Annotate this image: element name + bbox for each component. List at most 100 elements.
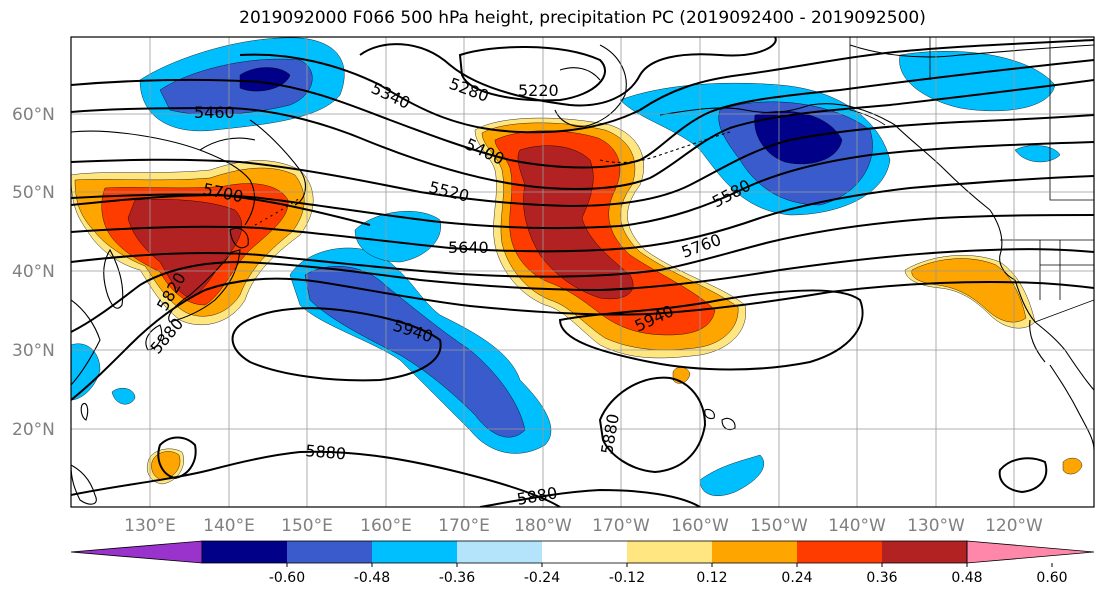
- colorbar-segment: [542, 541, 627, 563]
- coast-baja: [1029, 319, 1046, 363]
- latitude-labels: 60°N 50°N 40°N 30°N 20°N: [12, 105, 55, 440]
- contour-5520: [71, 114, 1094, 208]
- contour-label: 5640: [448, 238, 489, 257]
- contour-label: 5220: [518, 81, 559, 100]
- lon-label: 180°W: [514, 516, 572, 536]
- longitude-labels: 130°E 140°E 150°E 160°E 170°E 180°W 170°…: [124, 516, 1043, 536]
- colorbar-tick-label: 0.12: [696, 570, 727, 586]
- contour-5460: [71, 79, 1094, 190]
- coast-sea-of-okhotsk: [199, 137, 256, 151]
- lon-label: 120°W: [985, 516, 1043, 536]
- neg-region-alaska-north: [899, 51, 1056, 112]
- contour-5700: [71, 193, 371, 226]
- colorbar: [70, 540, 1095, 564]
- colorbar-segment: [712, 541, 797, 563]
- contour-5940-east: [558, 289, 864, 371]
- lat-label: 30°N: [12, 341, 55, 361]
- coast-china-east: [71, 299, 101, 386]
- colorbar-tick-label: 0.48: [951, 570, 982, 586]
- lon-label: 140°E: [203, 516, 255, 536]
- colorbar-segment: [797, 541, 882, 563]
- pos-region-baja-inner: [911, 258, 1027, 323]
- contour-5400: [71, 59, 1094, 169]
- coast-hawaii-1: [704, 408, 715, 420]
- contour-5340: [239, 39, 1094, 134]
- lon-label: 130°W: [907, 516, 965, 536]
- lon-label: 170°W: [592, 516, 650, 536]
- border-canada-prov: [1049, 37, 1094, 201]
- coast-korea: [103, 248, 124, 309]
- coast-philippines: [71, 464, 97, 505]
- height-contours: [71, 37, 1094, 507]
- border-us-mexico: [1034, 299, 1094, 323]
- precipitation-shading: [71, 37, 1061, 496]
- contour-5220: [458, 46, 606, 102]
- neg-region-hawaii-east: [699, 454, 765, 496]
- colorbar-tick-label: 0.36: [866, 570, 897, 586]
- lat-label: 40°N: [12, 262, 55, 282]
- colorbar-tick-labels: -0.60 -0.48 -0.36 -0.24 -0.12 0.12 0.24 0.36 0.4…: [269, 563, 1068, 586]
- coast-alaska-panhandle: [894, 124, 991, 211]
- border-alaska-canada: [849, 37, 886, 126]
- colorbar-tick-label: -0.48: [354, 570, 390, 586]
- contour-label: 5460: [194, 103, 235, 122]
- contour-5880-small-east: [998, 457, 1048, 494]
- lon-label: 170°E: [438, 516, 490, 536]
- colorbar-tick-label: 0.24: [781, 570, 812, 586]
- colorbar-tick-label: -0.36: [439, 570, 475, 586]
- colorbar-segment: [372, 541, 457, 563]
- contour-5640: [71, 175, 1094, 253]
- colorbar-frame: [201, 540, 968, 564]
- colorbar-tick-label: 0.60: [1036, 570, 1067, 586]
- contour-5880-small-west: [157, 436, 197, 480]
- contour-5580: [71, 141, 1094, 230]
- lat-label: 60°N: [12, 105, 55, 125]
- map-frame: [70, 36, 1095, 508]
- contour-5760: [71, 214, 1094, 278]
- neg-region-small-1: [111, 387, 136, 405]
- lon-label: 160°E: [360, 516, 412, 536]
- colorbar-tick-label: -0.60: [269, 570, 305, 586]
- map-title: 2019092000 F066 500 hPa height, precipit…: [239, 8, 926, 28]
- colorbar-segment: [882, 541, 967, 563]
- lon-label: 150°W: [750, 516, 808, 536]
- lon-label: 140°W: [828, 516, 886, 536]
- coast-bc: [989, 209, 1016, 281]
- neg-region-japan-south: [71, 343, 101, 401]
- colorbar-extend-low: [70, 540, 203, 564]
- contour-5280: [359, 37, 777, 107]
- contour-5940-west: [231, 307, 442, 382]
- contour-label: 5880: [305, 441, 347, 463]
- coast-taiwan: [80, 402, 89, 421]
- coast-kuril-islands: [254, 197, 301, 226]
- coast-hokkaido: [229, 227, 249, 249]
- lat-label: 20°N: [12, 420, 55, 440]
- contour-label: 5880: [515, 483, 558, 509]
- contour-5880-south-east: [479, 488, 701, 507]
- colorbar-segment: [287, 541, 372, 563]
- contour-5880: [71, 277, 1094, 401]
- pos-region-dateline-core: [517, 145, 634, 300]
- lat-label: 50°N: [12, 183, 55, 203]
- neg-region-subtropical-band-core: [304, 266, 526, 438]
- colorbar-segment: [627, 541, 712, 563]
- coast-bering-strait: [559, 67, 601, 81]
- colorbar-segment: [202, 541, 287, 563]
- lon-label: 150°E: [281, 516, 333, 536]
- colorbar-tick-label: -0.12: [609, 570, 645, 586]
- pos-region-southeast: [1062, 457, 1083, 475]
- map-content: 5340 5280 5220 5460 5400 5700 5520 5580 …: [71, 37, 1094, 509]
- contour-5820: [71, 248, 1094, 333]
- lon-label: 130°E: [124, 516, 176, 536]
- neg-region-central-pacific: [354, 211, 441, 263]
- contour-5880-south: [71, 450, 561, 507]
- coast-honshu: [168, 249, 241, 323]
- lon-label: 160°W: [671, 516, 729, 536]
- graticule: [71, 37, 1094, 507]
- colorbar-segment: [457, 541, 542, 563]
- coast-hawaii-2: [721, 417, 736, 431]
- neg-region-california: [1014, 145, 1061, 163]
- coast-us-west: [1014, 279, 1094, 391]
- coast-mexico: [1049, 364, 1094, 451]
